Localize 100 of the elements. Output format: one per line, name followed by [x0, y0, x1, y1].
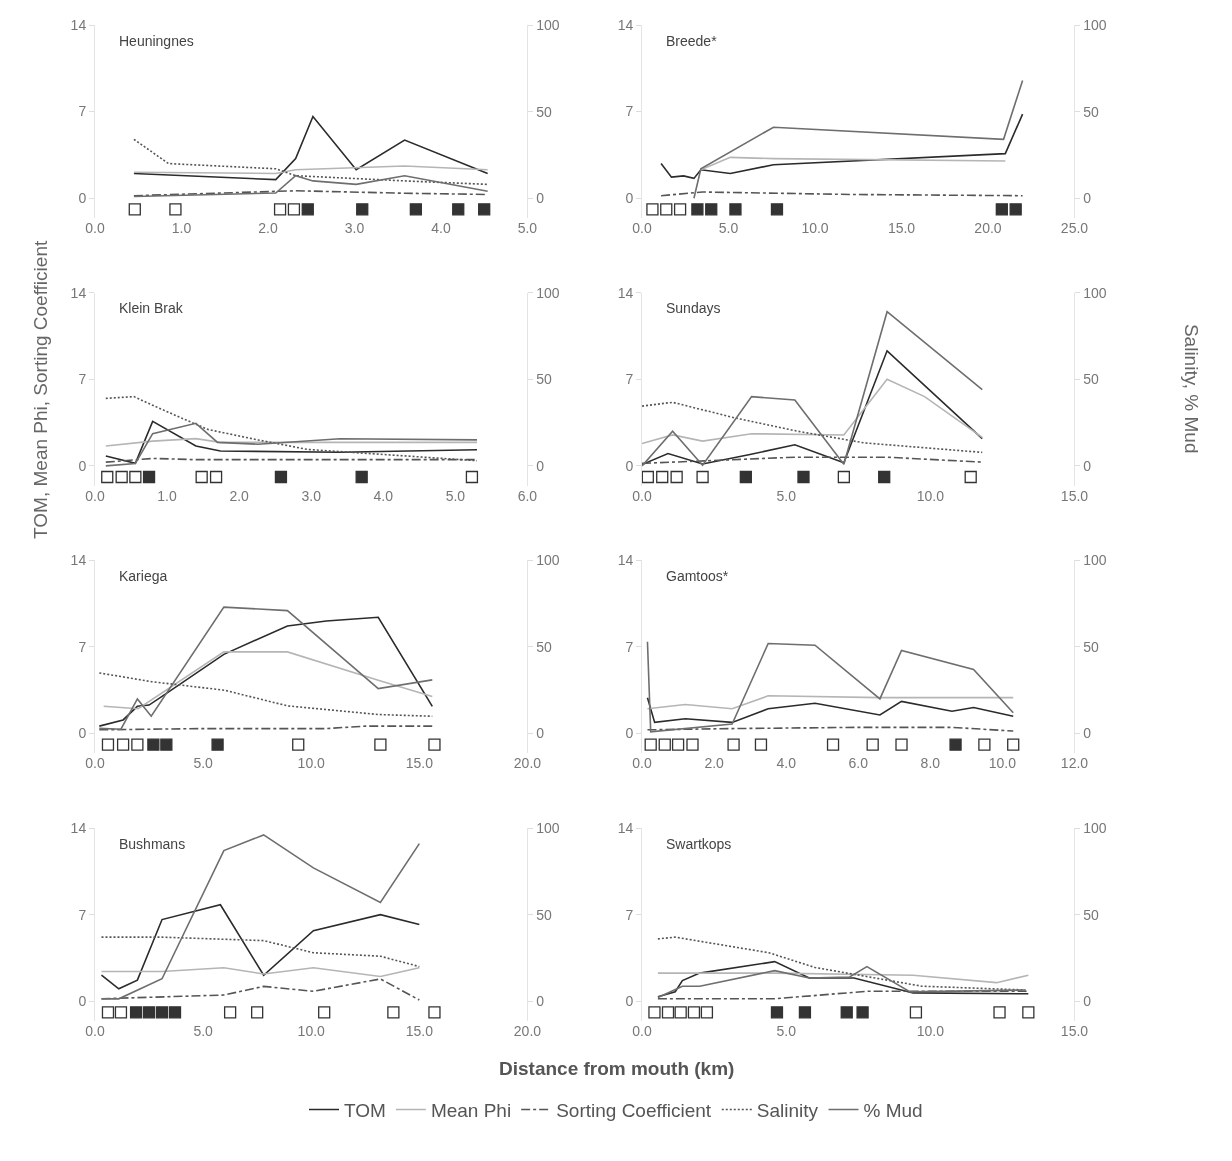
x-tick-label: 2.0	[229, 487, 250, 504]
y-tick-label: 0	[625, 993, 634, 1010]
x-tick-label: 5.0	[718, 219, 739, 236]
y-tick-label: 0	[625, 725, 634, 742]
y-tick-label: 0	[78, 993, 87, 1010]
x-tick-label: 5.0	[776, 1023, 797, 1039]
y-tick-label: 14	[617, 552, 634, 569]
x-tick-label: 25.0	[1060, 219, 1089, 236]
y2-tick-label: 0	[1083, 457, 1092, 474]
y2-tick-label: 0	[1083, 725, 1092, 742]
x-tick-label: 15.0	[405, 1023, 434, 1039]
text: Sundays	[666, 300, 721, 316]
y-tick-label: 0	[78, 190, 87, 207]
x-tick-label: 0.0	[632, 755, 652, 772]
y-tick-label: 7	[78, 638, 87, 655]
x-tick-label: 4.0	[431, 219, 451, 236]
y-tick-label: 7	[78, 371, 87, 388]
y2-tick-label: 50	[536, 638, 553, 655]
y2-tick-label: 100	[536, 284, 560, 301]
y-tick-label: 14	[70, 284, 87, 301]
y-tick-label: 7	[78, 906, 87, 923]
y2-tick-label: 100	[1083, 552, 1107, 569]
x-tick-label: 0.0	[632, 219, 652, 236]
y2-tick-label: 50	[1083, 371, 1100, 388]
text: Swartkops	[666, 836, 732, 852]
x-tick-label: 2.0	[258, 219, 278, 236]
x-tick-label: 0.0	[632, 487, 652, 504]
text: Kariega	[119, 568, 168, 584]
text: Klein Brak	[119, 300, 184, 316]
legend-label: TOM	[344, 1099, 386, 1121]
legend-label: Salinity	[756, 1099, 819, 1121]
text: Bushmans	[119, 836, 186, 852]
y-tick-label: 14	[70, 819, 87, 836]
y-tick-label: 0	[78, 457, 87, 474]
legend-label: % Mud	[863, 1099, 923, 1121]
y2-tick-label: 0	[1083, 190, 1092, 207]
y2-tick-label: 50	[536, 371, 553, 388]
y-tick-label: 7	[625, 103, 634, 120]
x-tick-label: 12.0	[1060, 755, 1089, 772]
text: Heuningnes	[119, 33, 194, 49]
x-axis-title: Distance from mouth (km)	[499, 1058, 735, 1079]
y2-tick-label: 0	[1083, 993, 1092, 1010]
y2-tick-label: 100	[536, 819, 560, 836]
y-tick-label: 7	[625, 638, 634, 655]
y-tick-label: 0	[625, 190, 634, 207]
y-tick-label: 14	[617, 284, 634, 301]
x-tick-label: 3.0	[301, 487, 322, 504]
y-tick-label: 14	[70, 16, 87, 33]
y2-tick-label: 0	[536, 457, 545, 474]
x-tick-label: 0.0	[85, 755, 105, 772]
y2-tick-label: 0	[536, 993, 545, 1010]
y2-tick-label: 50	[536, 103, 553, 120]
x-tick-label: 15.0	[405, 755, 434, 772]
x-tick-label: 20.0	[974, 219, 1002, 236]
y-tick-label: 7	[78, 103, 87, 120]
x-tick-label: 0.0	[85, 219, 105, 236]
x-tick-label: 1.0	[157, 487, 178, 504]
y2-tick-label: 100	[1083, 819, 1107, 836]
text: Gamtoos*	[666, 568, 729, 584]
y2-tick-label: 50	[1083, 103, 1100, 120]
x-tick-label: 15.0	[1060, 1023, 1089, 1039]
y-tick-label: 0	[78, 725, 87, 742]
y2-axis-title: Salinity, % Mud	[1181, 323, 1203, 454]
y-tick-label: 14	[70, 552, 87, 569]
text: Breede*	[666, 33, 718, 49]
x-tick-label: 0.0	[85, 487, 105, 504]
x-tick-label: 5.0	[517, 219, 538, 236]
y-axis-title: TOM, Mean Phi, Sorting Coefficient	[29, 240, 51, 539]
x-tick-label: 10.0	[801, 219, 829, 236]
x-tick-label: 10.0	[297, 1023, 326, 1039]
x-tick-label: 0.0	[632, 1023, 652, 1039]
x-tick-label: 5.0	[445, 487, 466, 504]
legend-label: Mean Phi	[430, 1099, 512, 1121]
x-tick-label: 4.0	[776, 755, 797, 772]
y-tick-label: 0	[625, 457, 634, 474]
x-tick-label: 10.0	[916, 1023, 945, 1039]
y-tick-label: 14	[617, 819, 634, 836]
y2-tick-label: 50	[1083, 638, 1100, 655]
x-tick-label: 4.0	[373, 487, 394, 504]
y-tick-label: 14	[617, 16, 634, 33]
x-tick-label: 0.0	[85, 1023, 105, 1039]
x-tick-label: 10.0	[916, 487, 945, 504]
legend-label: Sorting Coefficient	[556, 1099, 712, 1121]
y2-tick-label: 100	[1083, 284, 1107, 301]
x-tick-label: 1.0	[171, 219, 192, 236]
x-tick-label: 6.0	[848, 755, 869, 772]
x-tick-label: 2.0	[704, 755, 725, 772]
y2-tick-label: 100	[536, 16, 560, 33]
x-tick-label: 15.0	[887, 219, 916, 236]
y2-tick-label: 100	[536, 552, 560, 569]
x-tick-label: 10.0	[988, 755, 1017, 772]
y2-tick-label: 100	[1083, 16, 1107, 33]
y-tick-label: 7	[625, 906, 634, 923]
y2-tick-label: 0	[536, 190, 545, 207]
y2-tick-label: 50	[1083, 906, 1100, 923]
x-tick-label: 20.0	[513, 1023, 542, 1039]
x-tick-label: 5.0	[776, 487, 797, 504]
x-tick-label: 15.0	[1060, 487, 1089, 504]
y2-tick-label: 50	[536, 906, 553, 923]
y-tick-label: 7	[625, 371, 634, 388]
